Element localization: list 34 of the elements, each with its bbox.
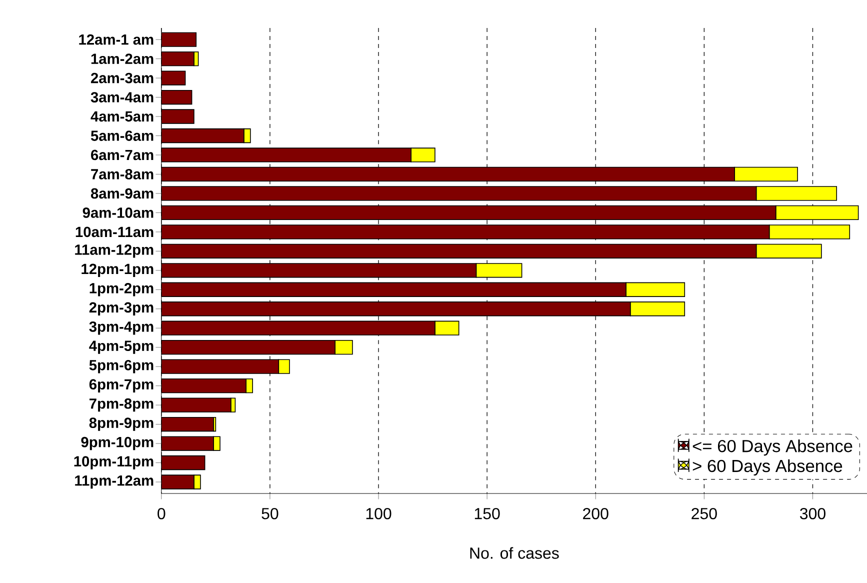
y-tick-label: 6pm-7pm [89, 379, 154, 392]
y-tick-label: 11pm-12am [75, 475, 154, 489]
y-tick-label: 12am-1 am [79, 34, 154, 45]
x-tick-label: 0 [158, 508, 166, 520]
y-tick-label: 3pm-4pm [89, 322, 154, 335]
y-tick-label: 3am-4am [90, 92, 154, 103]
x-tick-label: 150 [474, 508, 500, 520]
y-tick-label: 2pm-3pm [89, 302, 154, 316]
y-tick-label: 11am-12pm [75, 244, 154, 258]
x-axis-title: No. of cases [470, 547, 559, 559]
y-tick-label: 4pm-5pm [89, 340, 154, 354]
y-tick-label: 8pm-9pm [89, 418, 154, 431]
y-tick-label: 9pm-10pm [81, 436, 154, 450]
y-tick-label: 7am-8am [91, 169, 154, 180]
y-tick-label: 5am-6am [90, 130, 154, 141]
x-tick-label: 200 [583, 508, 608, 520]
y-tick-label: 6am-7am [91, 150, 154, 160]
y-tick-label: 2am-3am [90, 72, 154, 84]
y-tick-label: 7pm-8pm [90, 398, 154, 412]
y-tick-label: 1pm-2pm [90, 283, 154, 296]
y-tick-label: 12pm-1pm [82, 264, 154, 278]
x-tick-label: 300 [800, 508, 826, 520]
x-tick-label: 50 [262, 508, 278, 520]
legend-label: <= 60 Days Absence [692, 440, 852, 456]
y-tick-label: 8am-9am [90, 188, 154, 199]
y-tick-label: 5pm-6pm [89, 360, 154, 374]
legend-label: > 60 Days Absence [692, 459, 842, 476]
y-tick-label: 1am-2am [91, 54, 154, 64]
y-tick-label: 9am-10am [82, 208, 154, 218]
y-tick-label: 10am-11am [76, 226, 154, 238]
y-tick-label: 10pm-11pm [74, 456, 154, 470]
x-tick-label: 100 [366, 508, 392, 520]
x-tick-label: 250 [692, 508, 717, 520]
y-tick-label: 4am-5am [90, 111, 154, 122]
